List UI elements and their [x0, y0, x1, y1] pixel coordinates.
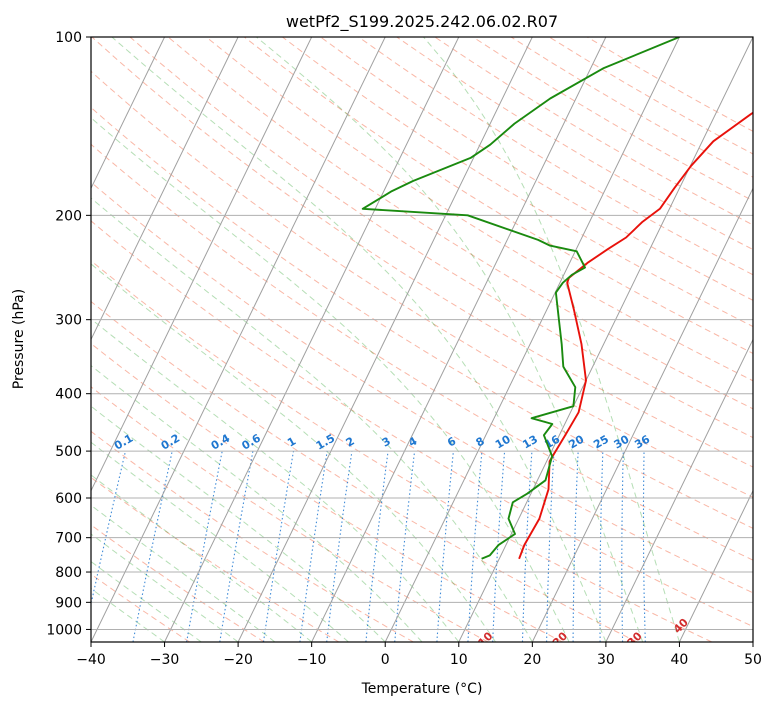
- dry-adiabat-line: [91, 181, 753, 594]
- moist-adiabat-line: [91, 533, 239, 642]
- isotherm-line: [164, 37, 460, 642]
- y-tick-label: 900: [55, 595, 82, 611]
- background-line-labels: 0.10.20.40.611.52346810131620253036-100-…: [112, 431, 691, 642]
- chart-title: wetPf2_S199.2025.242.06.02.R07: [286, 12, 558, 32]
- mixing-ratio-line: [436, 451, 454, 642]
- moist-adiabat-line: [91, 441, 349, 642]
- x-tick-label: 40: [671, 652, 689, 668]
- x-tick-label: −30: [150, 652, 180, 668]
- mixing-ratio-line: [326, 451, 353, 642]
- isotherm-line: [91, 37, 166, 190]
- dry-adiabat-line: [91, 386, 489, 642]
- plot-area: [91, 37, 753, 642]
- mixing-ratio-line: [365, 451, 389, 642]
- y-tick-label: 600: [55, 491, 82, 507]
- isotherm-line: [531, 187, 753, 642]
- dry-adiabat-line: [91, 260, 713, 642]
- dry-adiabat-line: [91, 70, 753, 498]
- dry-adiabat-line: [91, 300, 638, 642]
- x-tick-label: −20: [223, 652, 253, 668]
- mixing-ratio-line: [299, 451, 328, 642]
- x-tick-label: 50: [744, 652, 762, 668]
- isotherm-line: [237, 37, 533, 642]
- isotherm-line: [678, 489, 753, 642]
- y-tick-label: 1000: [46, 622, 82, 638]
- moist-adiabat-line: [91, 364, 423, 642]
- sounding-profiles: [361, 37, 753, 560]
- y-tick-label: 100: [55, 30, 82, 46]
- dry-adiabat-line: [320, 37, 753, 301]
- x-tick-label: 0: [381, 652, 390, 668]
- isotherm-line: [458, 37, 753, 642]
- x-axis-ticks: −40 −30 −20 −10 0 10 20 30 40 50: [76, 642, 762, 668]
- dry-adiabat-line: [91, 220, 753, 628]
- moist-adiabat-line: [91, 263, 497, 642]
- y-tick-label: 200: [55, 208, 82, 224]
- y-tick-label: 400: [55, 387, 82, 403]
- y-tick-label: 800: [55, 565, 82, 581]
- x-tick-label: 30: [597, 652, 615, 668]
- mixing-ratio-line: [262, 451, 295, 642]
- isotherm-line: [384, 37, 680, 642]
- moist-adiabat-line: [91, 587, 165, 642]
- moist-adiabat-line: [91, 318, 460, 642]
- y-axis-label: Pressure (hPa): [11, 289, 27, 389]
- moist-adiabat-line: [256, 37, 644, 642]
- dry-adiabat-line: [91, 476, 340, 642]
- moist-adiabat-line: [423, 37, 680, 642]
- dry-adiabat-line: [167, 37, 753, 410]
- dewpoint-profile-line: [361, 37, 680, 560]
- y-axis-ticks: 100 200 300 400 500 600 700 800 900 1000: [46, 30, 91, 638]
- dry-adiabat-line: [91, 573, 190, 642]
- isotherm-line: [91, 37, 313, 492]
- isotherm-line: [311, 37, 607, 642]
- y-tick-label: 300: [55, 313, 82, 329]
- isotherm-line: [605, 338, 753, 642]
- x-tick-label: −40: [76, 652, 106, 668]
- moist-adiabat-line: [91, 560, 202, 642]
- moist-adiabat-line: [91, 405, 386, 642]
- x-tick-label: 20: [523, 652, 541, 668]
- x-tick-label: −10: [297, 652, 327, 668]
- x-axis-label: Temperature (°C): [361, 681, 483, 697]
- y-tick-label: 700: [55, 531, 82, 547]
- isotherm-line: [91, 37, 386, 642]
- mixing-ratio-line: [394, 451, 416, 642]
- dry-adiabat-line: [91, 106, 753, 529]
- x-tick-label: 10: [450, 652, 468, 668]
- moist-adiabat-line: [111, 37, 607, 642]
- y-tick-label: 500: [55, 444, 82, 460]
- dry-adiabat-line: [91, 342, 563, 642]
- plot-frame: [90, 36, 754, 643]
